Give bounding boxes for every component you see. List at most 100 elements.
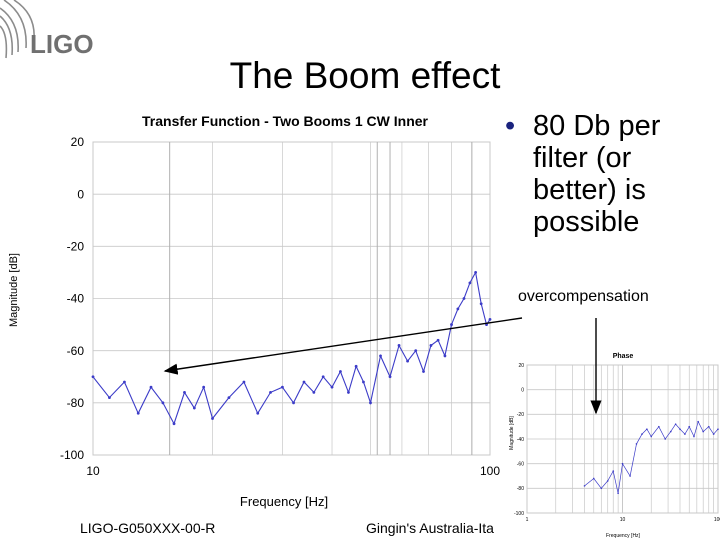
data-point (339, 370, 342, 373)
x-tick-label: 100 (480, 464, 500, 478)
y-tick-label: -20 (517, 412, 524, 418)
data-point (108, 396, 111, 400)
data-point (202, 385, 206, 389)
y-tick-label: -60 (517, 461, 524, 467)
y-tick-label: 0 (77, 187, 84, 201)
x-tick-label: 10 (86, 464, 100, 478)
data-point (256, 411, 260, 415)
data-point (600, 487, 603, 490)
data-point (422, 370, 425, 373)
phase-x-axis-label: Frequency [Hz] (606, 533, 641, 539)
phase-x-tick-labels: 1 10 100 (526, 517, 720, 523)
data-point (269, 391, 272, 394)
data-point (474, 271, 478, 274)
data-point (658, 425, 660, 428)
data-point (321, 375, 325, 379)
data-point (123, 380, 126, 384)
data-point (443, 354, 447, 358)
x-tick-label: 10 (620, 517, 626, 523)
phase-y-axis-label: Magnitude [dB] (509, 416, 515, 450)
x-tick-label: 1 (526, 517, 529, 523)
data-point (136, 411, 140, 415)
data-point (161, 401, 165, 405)
bullet-point: • 80 Db per filter (or better) is possib… (505, 110, 715, 238)
data-point (242, 380, 246, 384)
transfer-function-chart: Transfer Function - Two Booms 1 CW Inner… (8, 113, 500, 509)
data-point (702, 430, 705, 433)
data-point (450, 323, 453, 326)
bullet-marker: • (505, 110, 516, 142)
footer-conference: Gingin's Australia-Ita (366, 520, 494, 536)
logo-arcs (0, 0, 35, 59)
y-tick-label: -80 (67, 396, 85, 410)
chart-series (91, 270, 492, 426)
data-point (436, 338, 440, 342)
logo-text: LIGO (30, 29, 94, 59)
y-tick-label: -60 (67, 344, 85, 358)
x-tick-labels: 10 100 (86, 464, 500, 478)
data-point (650, 435, 653, 438)
y-tick-label: -40 (517, 437, 524, 443)
data-point (406, 359, 409, 363)
data-point (646, 428, 648, 430)
data-point (354, 364, 358, 368)
data-point (583, 485, 586, 487)
phase-chart: Phase 20 0 -20 -40 -60 -80 -100 1 10 100 Magnitu… (509, 353, 720, 539)
data-point (347, 391, 350, 394)
data-point (91, 375, 95, 379)
slide-title: The Boom effect (229, 55, 501, 96)
data-point (149, 385, 153, 389)
data-point (707, 425, 710, 428)
data-point (674, 423, 677, 425)
data-point (462, 297, 466, 300)
data-point (717, 428, 719, 430)
series-line (92, 270, 491, 426)
y-tick-label: 0 (521, 387, 524, 393)
data-point (485, 323, 488, 326)
chart-title: Transfer Function - Two Booms 1 CW Inner (142, 113, 429, 129)
data-point (397, 344, 401, 347)
data-point (669, 430, 672, 433)
overcompensation-label: overcompensation (518, 288, 649, 305)
data-point (479, 302, 483, 306)
data-point (388, 375, 392, 379)
data-point (684, 433, 686, 435)
data-point (468, 281, 472, 285)
y-axis-label: Magnitude [dB] (8, 253, 20, 327)
phase-chart-series (583, 420, 719, 495)
data-point (664, 438, 667, 440)
data-point (414, 349, 418, 353)
data-point (617, 492, 619, 495)
data-point (688, 425, 691, 428)
data-point (211, 417, 214, 420)
data-point (330, 385, 334, 389)
y-tick-label: -80 (517, 486, 524, 492)
data-point (679, 428, 681, 430)
data-point (592, 477, 595, 480)
chart-grid (92, 141, 491, 456)
data-point (606, 480, 609, 482)
data-point (612, 470, 615, 472)
data-point (488, 317, 492, 321)
data-point (697, 420, 699, 423)
data-point (369, 401, 372, 405)
y-tick-labels: 20 0 -20 -40 -60 -80 -100 (60, 135, 84, 462)
phase-chart-title: Phase (613, 353, 634, 360)
x-tick-label: 100 (714, 517, 720, 523)
data-point (281, 385, 284, 389)
data-point (456, 307, 460, 311)
y-tick-label: 20 (71, 135, 85, 149)
y-tick-label: -20 (67, 240, 85, 254)
y-tick-label: -100 (514, 511, 524, 517)
data-point (379, 354, 382, 358)
bullet-text: 80 Db per filter (or better) is possible (533, 110, 661, 238)
phase-y-tick-labels: 20 0 -20 -40 -60 -80 -100 (514, 363, 524, 517)
data-point (312, 391, 316, 394)
data-point (429, 344, 433, 347)
data-point (192, 406, 196, 410)
phase-chart-grid (526, 364, 719, 514)
footer-document-id: LIGO-G050XXX-00-R (80, 520, 216, 536)
ligo-logo: LIGO (0, 0, 94, 59)
data-point (621, 462, 624, 465)
data-point (635, 443, 638, 445)
